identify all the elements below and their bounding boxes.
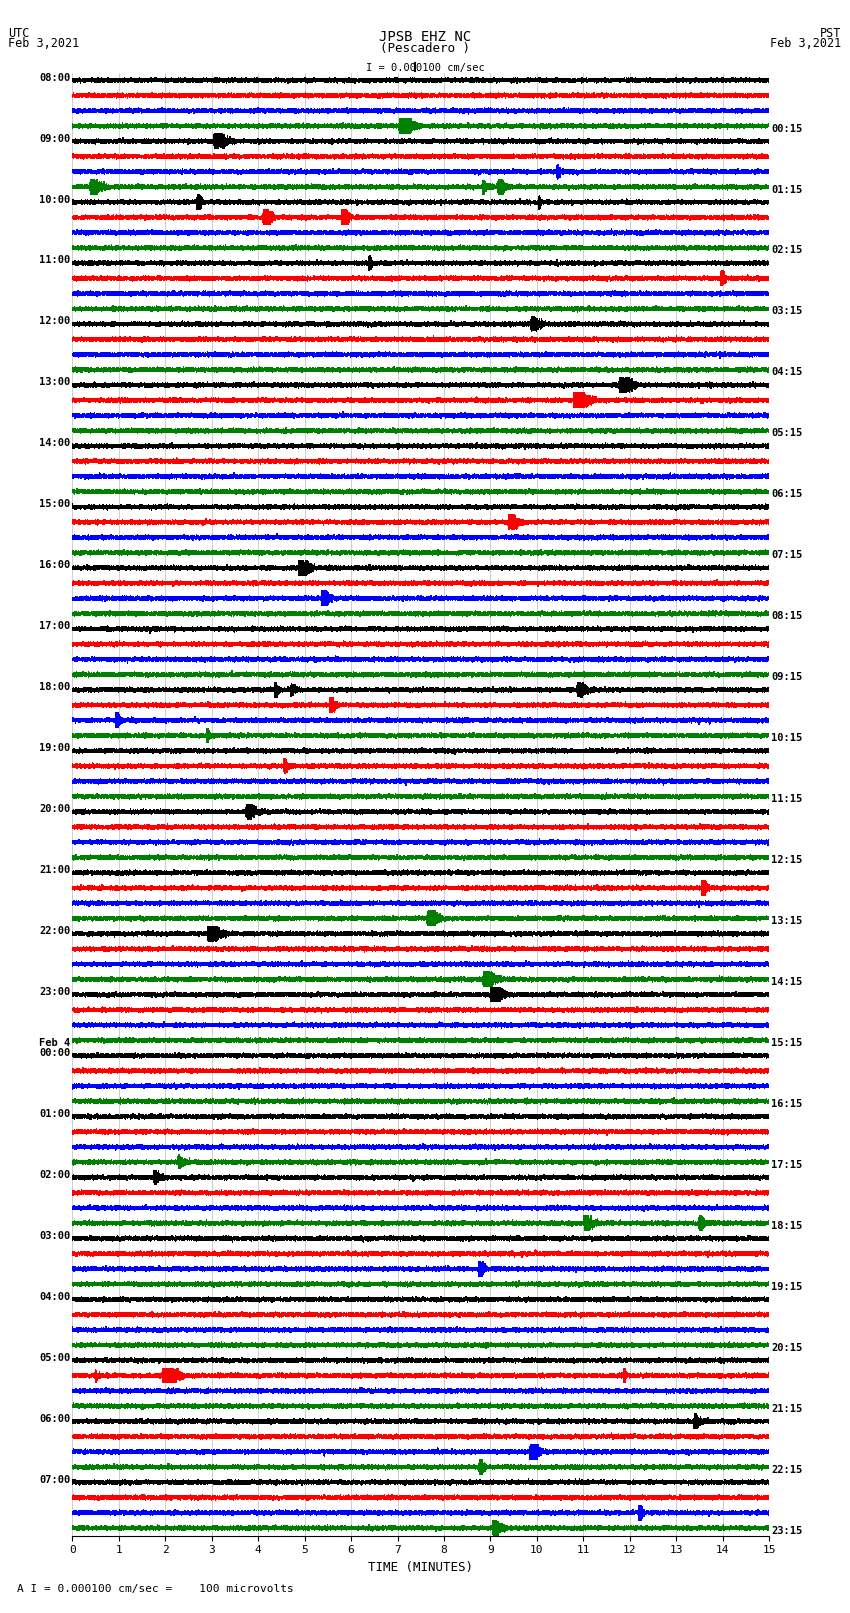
Text: JPSB EHZ NC: JPSB EHZ NC	[379, 31, 471, 44]
Text: 19:00: 19:00	[39, 744, 71, 753]
Text: 22:00: 22:00	[39, 926, 71, 936]
Text: 10:00: 10:00	[39, 195, 71, 205]
Text: 18:00: 18:00	[39, 682, 71, 692]
Text: 21:00: 21:00	[39, 865, 71, 874]
Text: Feb 3,2021: Feb 3,2021	[8, 37, 80, 50]
Text: 00:15: 00:15	[771, 124, 802, 134]
Text: 17:00: 17:00	[39, 621, 71, 631]
Text: 12:15: 12:15	[771, 855, 802, 865]
Text: 06:00: 06:00	[39, 1413, 71, 1424]
Text: 01:15: 01:15	[771, 184, 802, 195]
Text: 06:15: 06:15	[771, 489, 802, 500]
Text: 08:00: 08:00	[39, 73, 71, 82]
Text: (Pescadero ): (Pescadero )	[380, 42, 470, 55]
Text: 00:00: 00:00	[39, 1048, 71, 1058]
X-axis label: TIME (MINUTES): TIME (MINUTES)	[368, 1561, 473, 1574]
Text: 15:00: 15:00	[39, 500, 71, 510]
Text: 20:15: 20:15	[771, 1342, 802, 1353]
Text: Feb 3,2021: Feb 3,2021	[770, 37, 842, 50]
Text: 16:00: 16:00	[39, 560, 71, 571]
Text: 20:00: 20:00	[39, 805, 71, 815]
Text: 14:15: 14:15	[771, 977, 802, 987]
Text: 19:15: 19:15	[771, 1282, 802, 1292]
Text: 16:15: 16:15	[771, 1098, 802, 1108]
Text: 04:00: 04:00	[39, 1292, 71, 1302]
Text: 03:00: 03:00	[39, 1231, 71, 1240]
Text: 02:15: 02:15	[771, 245, 802, 255]
Text: 11:00: 11:00	[39, 255, 71, 266]
Text: 10:15: 10:15	[771, 734, 802, 744]
Text: 01:00: 01:00	[39, 1108, 71, 1119]
Text: 09:15: 09:15	[771, 673, 802, 682]
Text: 18:15: 18:15	[771, 1221, 802, 1231]
Text: 05:00: 05:00	[39, 1353, 71, 1363]
Text: 22:15: 22:15	[771, 1465, 802, 1474]
Text: A I = 0.000100 cm/sec =    100 microvolts: A I = 0.000100 cm/sec = 100 microvolts	[17, 1584, 294, 1594]
Text: 04:15: 04:15	[771, 368, 802, 377]
Text: 12:00: 12:00	[39, 316, 71, 326]
Text: I = 0.000100 cm/sec: I = 0.000100 cm/sec	[366, 63, 484, 73]
Text: 11:15: 11:15	[771, 794, 802, 805]
Text: 17:15: 17:15	[771, 1160, 802, 1169]
Text: 14:00: 14:00	[39, 439, 71, 448]
Text: Feb 4: Feb 4	[39, 1037, 71, 1048]
Text: 13:00: 13:00	[39, 377, 71, 387]
Text: 03:15: 03:15	[771, 306, 802, 316]
Text: 13:15: 13:15	[771, 916, 802, 926]
Text: 23:15: 23:15	[771, 1526, 802, 1536]
Text: PST: PST	[820, 27, 842, 40]
Text: 09:00: 09:00	[39, 134, 71, 144]
Text: 02:00: 02:00	[39, 1169, 71, 1179]
Text: 23:00: 23:00	[39, 987, 71, 997]
Text: 15:15: 15:15	[771, 1037, 802, 1048]
Text: UTC: UTC	[8, 27, 30, 40]
Text: 07:00: 07:00	[39, 1474, 71, 1484]
Text: 07:15: 07:15	[771, 550, 802, 560]
Text: 21:15: 21:15	[771, 1403, 802, 1413]
Text: 05:15: 05:15	[771, 429, 802, 439]
Text: 08:15: 08:15	[771, 611, 802, 621]
